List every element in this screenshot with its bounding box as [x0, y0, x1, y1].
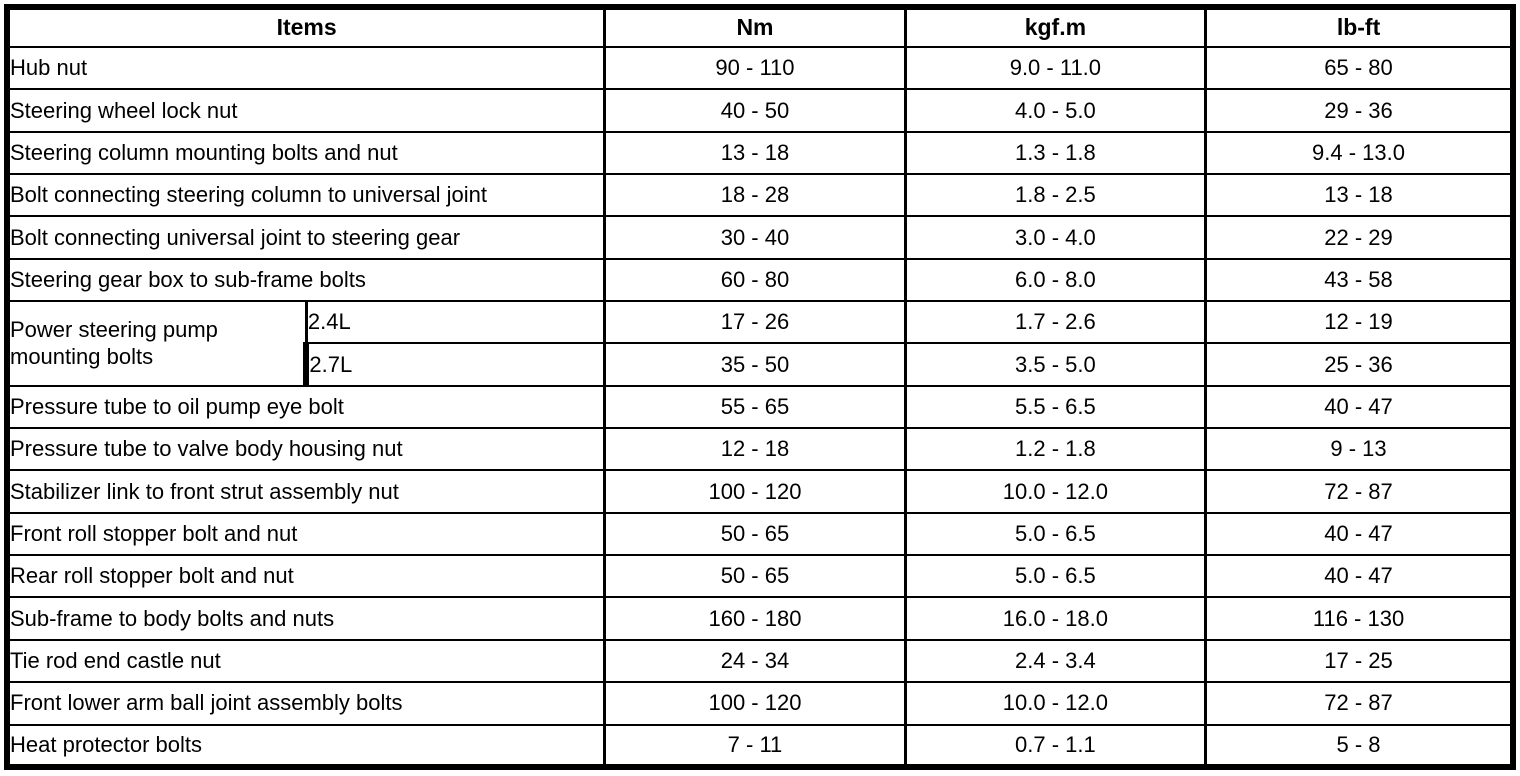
nm-cell: 50 - 65 [603, 511, 907, 557]
item-cell: Front lower arm ball joint assembly bolt… [4, 681, 607, 726]
header-items: Items [4, 4, 607, 48]
lbft-cell: 72 - 87 [1204, 681, 1517, 726]
kgfm-cell: 2.4 - 3.4 [903, 638, 1208, 684]
lbft-cell: 72 - 87 [1204, 469, 1517, 514]
item-cell: Hub nut [4, 45, 607, 91]
nm-cell: 24 - 34 [603, 638, 907, 684]
table-row: Front lower arm ball joint assembly bolt… [4, 681, 1517, 726]
table-row: Steering column mounting bolts and nut 1… [4, 130, 1517, 176]
engine-variant-cell: 2.4L [304, 300, 607, 345]
kgfm-cell: 10.0 - 12.0 [903, 681, 1208, 726]
lbft-cell: 5 - 8 [1204, 723, 1517, 770]
engine-variant-cell: 2.7L [303, 342, 607, 387]
table-row: Bolt connecting universal joint to steer… [4, 215, 1517, 260]
header-nm: Nm [603, 4, 907, 48]
nm-cell: 55 - 65 [603, 384, 907, 430]
table-row: Tie rod end castle nut 24 - 34 2.4 - 3.4… [4, 638, 1517, 684]
nm-cell: 90 - 110 [603, 45, 907, 91]
kgfm-cell: 5.0 - 6.5 [903, 554, 1208, 599]
lbft-cell: 22 - 29 [1204, 215, 1517, 260]
kgfm-cell: 1.8 - 2.5 [903, 173, 1208, 218]
kgfm-cell: 16.0 - 18.0 [903, 596, 1208, 641]
item-cell: Heat protector bolts [4, 723, 607, 770]
kgfm-cell: 1.7 - 2.6 [903, 300, 1208, 345]
lbft-cell: 12 - 19 [1204, 300, 1517, 345]
nm-cell: 30 - 40 [603, 215, 907, 260]
kgfm-cell: 3.0 - 4.0 [903, 215, 1208, 260]
nm-cell: 160 - 180 [603, 596, 907, 641]
item-cell: Stabilizer link to front strut assembly … [4, 469, 607, 514]
table-row: 2.7L 35 - 50 3.5 - 5.0 25 - 36 [7, 342, 1517, 387]
item-cell: Bolt connecting universal joint to steer… [4, 215, 607, 260]
kgfm-cell: 6.0 - 8.0 [903, 257, 1208, 303]
nm-cell: 7 - 11 [603, 723, 907, 770]
nm-cell: 13 - 18 [603, 130, 907, 176]
header-lbft: lb-ft [1204, 4, 1517, 48]
lbft-cell: 40 - 47 [1204, 554, 1517, 599]
item-cell: Bolt connecting steering column to unive… [4, 173, 607, 218]
kgfm-cell: 5.5 - 6.5 [903, 384, 1208, 430]
table-row: Pressure tube to valve body housing nut … [4, 427, 1517, 472]
header-row: Items Nm kgf.m lb-ft [4, 4, 1517, 48]
table-row: Bolt connecting steering column to unive… [4, 173, 1517, 218]
item-cell: Front roll stopper bolt and nut [4, 511, 607, 557]
table-row: Pressure tube to oil pump eye bolt 55 - … [4, 384, 1517, 430]
nm-cell: 40 - 50 [603, 88, 907, 133]
kgfm-cell: 9.0 - 11.0 [903, 45, 1208, 91]
lbft-cell: 40 - 47 [1204, 511, 1517, 557]
nm-cell: 18 - 28 [603, 173, 907, 218]
item-cell: Pressure tube to valve body housing nut [4, 427, 607, 472]
table-row: Heat protector bolts 7 - 11 0.7 - 1.1 5 … [4, 723, 1517, 770]
lbft-cell: 25 - 36 [1204, 342, 1517, 387]
torque-spec-table: Items Nm kgf.m lb-ft Hub nut 90 - 110 9.… [3, 4, 1517, 770]
lbft-cell: 13 - 18 [1204, 173, 1517, 218]
lbft-cell: 43 - 58 [1204, 257, 1517, 303]
lbft-cell: 116 - 130 [1204, 596, 1517, 641]
item-cell: Sub-frame to body bolts and nuts [4, 596, 607, 641]
lbft-cell: 9.4 - 13.0 [1204, 130, 1517, 176]
kgfm-cell: 4.0 - 5.0 [903, 88, 1208, 133]
header-kgfm: kgf.m [903, 4, 1208, 48]
table-row: Steering gear box to sub-frame bolts 60 … [4, 257, 1517, 303]
nm-cell: 100 - 120 [603, 681, 907, 726]
item-cell: Pressure tube to oil pump eye bolt [4, 384, 607, 430]
table-row: Power steering pump mounting bolts 2.4L … [3, 300, 1517, 387]
nm-cell: 60 - 80 [603, 257, 907, 303]
nm-cell: 35 - 50 [603, 342, 907, 387]
kgfm-cell: 1.3 - 1.8 [903, 130, 1208, 176]
lbft-cell: 17 - 25 [1204, 638, 1517, 684]
table-row: Hub nut 90 - 110 9.0 - 11.0 65 - 80 [4, 45, 1517, 91]
nm-cell: 17 - 26 [603, 300, 907, 345]
table-row: Rear roll stopper bolt and nut 50 - 65 5… [4, 554, 1517, 599]
nm-cell: 12 - 18 [603, 427, 907, 472]
lbft-cell: 65 - 80 [1204, 45, 1517, 91]
lbft-cell: 29 - 36 [1204, 88, 1517, 133]
table-row: Sub-frame to body bolts and nuts 160 - 1… [4, 596, 1517, 641]
lbft-cell: 9 - 13 [1204, 427, 1517, 472]
item-cell: Tie rod end castle nut [4, 638, 607, 684]
table-row: Front roll stopper bolt and nut 50 - 65 … [4, 511, 1517, 557]
kgfm-cell: 1.2 - 1.8 [903, 427, 1208, 472]
kgfm-cell: 5.0 - 6.5 [903, 511, 1208, 557]
kgfm-cell: 10.0 - 12.0 [903, 469, 1208, 514]
item-cell-merged: Power steering pump mounting bolts [3, 300, 308, 387]
table-row: Steering wheel lock nut 40 - 50 4.0 - 5.… [4, 88, 1517, 133]
kgfm-cell: 0.7 - 1.1 [903, 723, 1208, 770]
nm-cell: 50 - 65 [603, 554, 907, 599]
nm-cell: 100 - 120 [603, 469, 907, 514]
item-cell: Steering column mounting bolts and nut [4, 130, 607, 176]
lbft-cell: 40 - 47 [1204, 384, 1517, 430]
table-row: Stabilizer link to front strut assembly … [4, 469, 1517, 514]
item-cell: Steering wheel lock nut [4, 88, 607, 133]
kgfm-cell: 3.5 - 5.0 [903, 342, 1208, 387]
item-cell: Steering gear box to sub-frame bolts [4, 257, 607, 303]
item-cell: Rear roll stopper bolt and nut [4, 554, 607, 599]
